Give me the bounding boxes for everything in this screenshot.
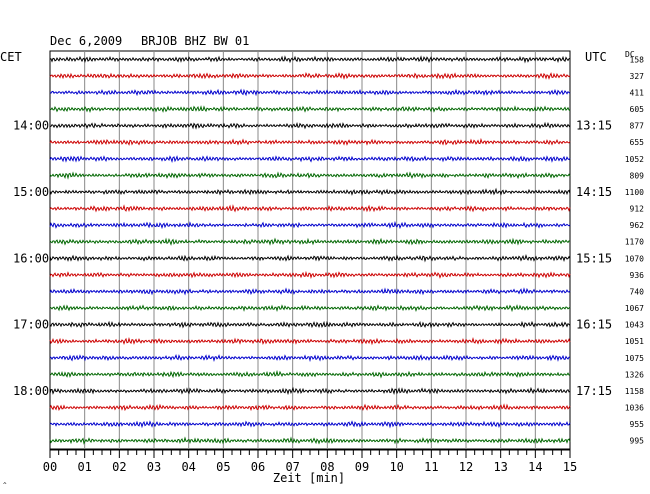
date-label: Dec 6,2009 — [50, 34, 122, 48]
right-timezone-label: UTC — [585, 50, 607, 64]
trace-row-17 — [50, 322, 570, 327]
dc-offset-label: 809 — [630, 171, 645, 180]
trace-row-13 — [50, 256, 570, 261]
x-tick-label: 14 — [528, 460, 542, 474]
x-tick-label: 01 — [77, 460, 91, 474]
x-tick-label: 10 — [389, 460, 403, 474]
trace-row-2 — [50, 73, 570, 78]
utc-hour-label: 13:15 — [576, 119, 612, 133]
x-tick-label: 06 — [251, 460, 265, 474]
dc-offset-label: 1100 — [625, 188, 644, 197]
trace-row-19 — [50, 355, 570, 360]
dc-offset-label: 740 — [630, 287, 645, 296]
dc-offset-label: 327 — [630, 72, 645, 81]
utc-hour-label: 15:15 — [576, 251, 612, 265]
dc-offset-label: 411 — [630, 88, 645, 97]
x-tick-label: 00 — [43, 460, 57, 474]
trace-row-6 — [50, 140, 570, 145]
station-label: BRJOB BHZ BW 01 — [141, 34, 249, 48]
x-tick-label: 05 — [216, 460, 230, 474]
cet-hour-label: 14:00 — [13, 119, 49, 133]
utc-hour-label: 17:15 — [576, 384, 612, 398]
dc-offset-label: 605 — [630, 105, 645, 114]
dc-offset-label: 1043 — [625, 321, 644, 330]
trace-row-22 — [50, 405, 570, 410]
x-tick-label: 03 — [147, 460, 161, 474]
dc-offset-label: 962 — [630, 221, 645, 230]
x-tick-label: 12 — [459, 460, 473, 474]
dc-offset-label: 1036 — [625, 404, 644, 413]
trace-row-20 — [50, 372, 570, 377]
plot-frame — [50, 51, 570, 449]
dc-offset-label: 1051 — [625, 337, 644, 346]
dc-offset-label: 1070 — [625, 254, 644, 263]
trace-row-10 — [50, 206, 570, 211]
dc-offset-label: 936 — [630, 271, 645, 280]
dc-offset-label: 1326 — [625, 370, 644, 379]
trace-row-9 — [50, 189, 570, 194]
trace-row-12 — [50, 239, 570, 244]
x-tick-label: 13 — [493, 460, 507, 474]
trace-row-7 — [50, 157, 570, 162]
trace-row-21 — [50, 388, 570, 393]
x-tick-label: 11 — [424, 460, 438, 474]
dc-offset-label: 158 — [630, 55, 645, 64]
x-tick-label: 04 — [181, 460, 195, 474]
x-tick-label: 02 — [112, 460, 126, 474]
x-axis-title: Zeit [min] — [273, 471, 345, 485]
dc-offset-label: 655 — [630, 138, 645, 147]
cet-hour-labels: 14:00 15:00 16:00 17:00 18:00 — [13, 119, 49, 398]
trace-row-5 — [50, 123, 570, 128]
cet-hour-label: 18:00 — [13, 384, 49, 398]
dc-offset-label: 1052 — [625, 155, 644, 164]
dc-offset-label: 877 — [630, 122, 645, 131]
dc-offset-label: 955 — [630, 420, 645, 429]
dc-offset-label: 1075 — [625, 354, 644, 363]
trace-row-18 — [50, 339, 570, 344]
trace-row-14 — [50, 273, 570, 278]
trace-row-11 — [50, 223, 570, 228]
trace-row-3 — [50, 90, 570, 95]
dc-offset-label: 1170 — [625, 238, 644, 247]
dc-offset-label: 1158 — [625, 387, 644, 396]
cet-hour-label: 16:00 — [13, 251, 49, 265]
trace-row-8 — [50, 173, 570, 178]
time-grid — [50, 51, 570, 449]
utc-hour-label: 16:15 — [576, 318, 612, 332]
utc-hour-label: 14:15 — [576, 185, 612, 199]
cet-hour-label: 17:00 — [13, 318, 49, 332]
utc-hour-labels: 13:15 14:15 15:15 16:15 17:15 — [576, 119, 612, 398]
trace-row-15 — [50, 289, 570, 294]
trace-row-23 — [50, 422, 570, 427]
trace-row-4 — [50, 107, 570, 112]
cet-hour-label: 15:00 — [13, 185, 49, 199]
left-timezone-label: CET — [0, 50, 22, 64]
dc-offset-labels: 158 327 411 605 877 655 1052 809 1100 912 962 1170 1… — [625, 55, 644, 445]
seismic-traces — [50, 57, 570, 443]
trace-row-1 — [50, 57, 570, 62]
trace-row-16 — [50, 306, 570, 311]
dc-offset-label: 1067 — [625, 304, 644, 313]
dc-offset-label: 995 — [630, 437, 645, 446]
corner-mark: ^ — [3, 482, 7, 489]
x-tick-label: 09 — [355, 460, 369, 474]
dc-offset-label: 912 — [630, 205, 645, 214]
trace-row-24 — [50, 438, 570, 443]
x-tick-label: 15 — [563, 460, 577, 474]
